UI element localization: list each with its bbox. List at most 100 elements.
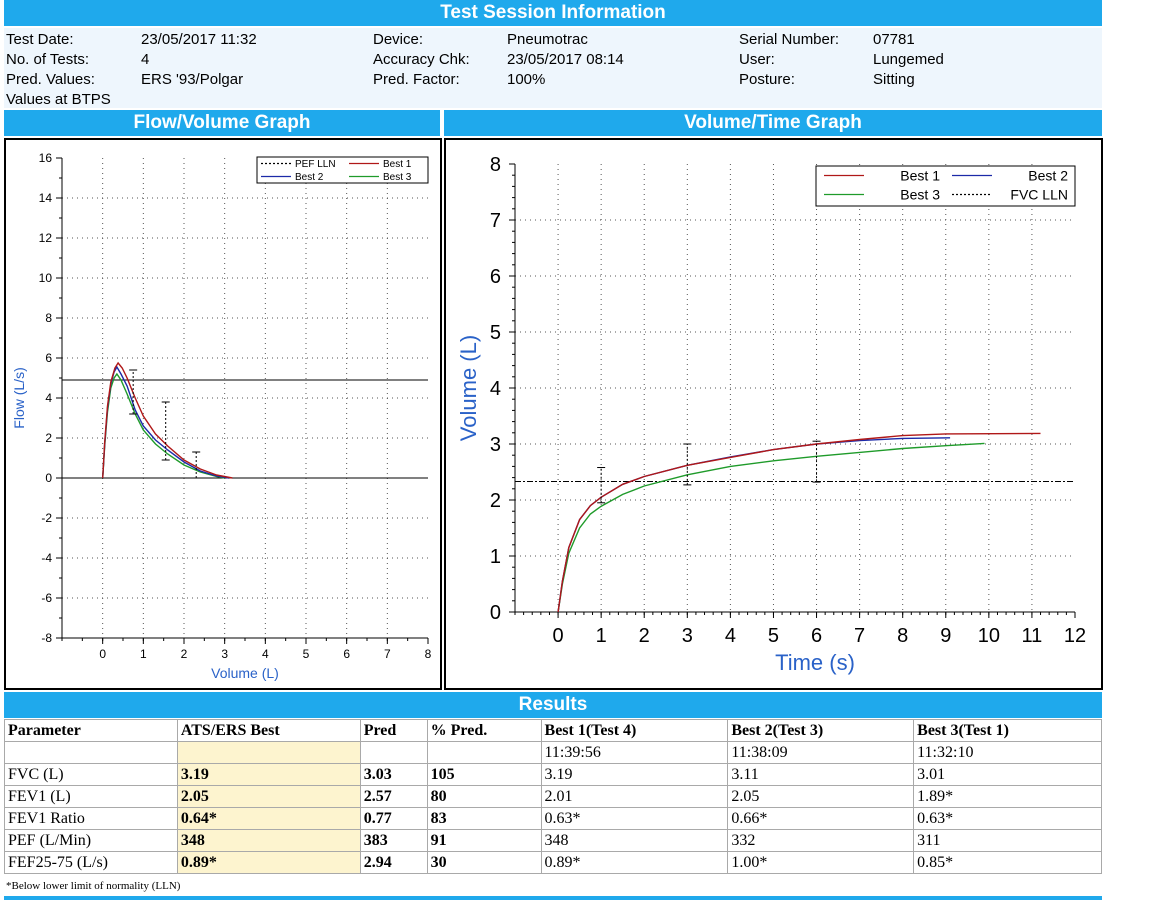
x-tick-label: 11 xyxy=(1022,625,1043,647)
accuracy-label: Accuracy Chk: xyxy=(373,51,470,68)
legend-label: FVC LLN xyxy=(1010,186,1068,202)
results-parameter-cell: FEV1 Ratio xyxy=(4,807,178,830)
y-tick-label: 16 xyxy=(39,151,53,165)
results-value-cell: 3.11 xyxy=(727,763,915,786)
results-row: FEF25-75 (L/s) 0.89* 2.94 30 0.89* 1.00* 0.85* xyxy=(4,851,1102,874)
results-value-cell: 3.03 xyxy=(359,763,428,786)
num-tests-label: No. of Tests: xyxy=(6,51,90,68)
results-column-header: Best 1(Test 4) xyxy=(540,719,729,742)
y-tick-label: -4 xyxy=(41,551,52,565)
results-value-cell: 0.77 xyxy=(359,807,428,830)
results-value-cell: 0.66* xyxy=(727,807,915,830)
results-column-header: Best 3(Test 1) xyxy=(913,719,1102,742)
x-axis-label: Volume (L) xyxy=(211,665,279,681)
legend-label: Best 3 xyxy=(900,186,940,202)
series-line-best-1 xyxy=(557,432,1041,613)
results-value-cell: 80 xyxy=(426,785,542,808)
results-value-cell: 348 xyxy=(176,829,361,852)
x-tick-label: 10 xyxy=(978,625,1000,647)
results-value-cell: 3.01 xyxy=(913,763,1102,786)
results-row: FEV1 Ratio 0.64* 0.77 83 0.63* 0.66* 0.63* xyxy=(4,807,1102,830)
session-info-panel: Test Date: 23/05/2017 11:32 No. of Tests… xyxy=(4,28,1102,108)
results-value-cell: 0.89* xyxy=(176,851,361,874)
results-value-cell: 3.19 xyxy=(540,763,729,786)
results-value-cell: 0.63* xyxy=(913,807,1102,830)
results-value-cell: 0.89* xyxy=(540,851,729,874)
btps-note: Values at BTPS xyxy=(6,91,111,108)
y-tick-label: 6 xyxy=(490,266,501,288)
results-value-cell: 30 xyxy=(426,851,542,874)
y-tick-label: -2 xyxy=(41,511,52,525)
results-time-cell xyxy=(176,741,361,764)
x-tick-label: 3 xyxy=(682,625,693,647)
legend-label: Best 1 xyxy=(900,167,940,183)
device-value: Pneumotrac xyxy=(507,31,588,48)
y-tick-label: 6 xyxy=(45,351,52,365)
x-tick-label: 6 xyxy=(343,647,350,661)
session-info-header: Test Session Information xyxy=(4,0,1102,26)
results-parameter-cell: FEF25-75 (L/s) xyxy=(4,851,178,874)
series-line-best-1 xyxy=(102,361,233,479)
user-label: User: xyxy=(739,51,775,68)
results-value-cell: 105 xyxy=(426,763,542,786)
results-time-row: 11:39:56 11:38:09 11:32:10 xyxy=(4,741,1102,764)
x-tick-label: 2 xyxy=(181,647,188,661)
y-tick-label: 2 xyxy=(45,431,52,445)
x-tick-label: 3 xyxy=(221,647,228,661)
results-table: Parameter ATS/ERS Best Pred% Pred. Best 1(T… xyxy=(4,719,1102,874)
vt-graph-title: Volume/Time Graph xyxy=(444,110,1102,136)
legend-label: PEF LLN xyxy=(295,159,336,170)
y-tick-label: 4 xyxy=(490,378,501,400)
pred-factor-label: Pred. Factor: xyxy=(373,71,460,88)
results-value-cell: 1.00* xyxy=(727,851,915,874)
results-value-cell: 1.89* xyxy=(913,785,1102,808)
serial-value: 07781 xyxy=(873,31,915,48)
y-axis-label: Volume (L) xyxy=(456,335,481,441)
results-column-header: Parameter xyxy=(4,719,178,742)
test-date-value: 23/05/2017 11:32 xyxy=(141,31,257,48)
user-value: Lungemed xyxy=(873,51,944,68)
x-tick-label: 4 xyxy=(262,647,269,661)
y-tick-label: 1 xyxy=(490,546,501,568)
x-tick-label: 0 xyxy=(99,647,106,661)
results-time-cell xyxy=(426,741,542,764)
x-tick-label: 4 xyxy=(725,625,736,647)
results-parameter-cell: FEV1 (L) xyxy=(4,785,178,808)
y-tick-label: 3 xyxy=(490,434,501,456)
results-time-cell xyxy=(4,741,178,764)
x-tick-label: 1 xyxy=(140,647,147,661)
fv-graph-title: Flow/Volume Graph xyxy=(4,110,440,136)
results-parameter-cell: FVC (L) xyxy=(4,763,178,786)
pred-factor-value: 100% xyxy=(507,71,546,88)
device-label: Device: xyxy=(373,31,424,48)
y-tick-label: 10 xyxy=(39,271,53,285)
x-tick-label: 8 xyxy=(425,647,432,661)
pred-values-label: Pred. Values: xyxy=(6,71,95,88)
results-column-header: ATS/ERS Best xyxy=(176,719,361,742)
results-header: Results xyxy=(4,692,1102,718)
bottom-rule xyxy=(4,896,1102,900)
results-row: PEF (L/Min) 348 383 91 348 332 311 xyxy=(4,829,1102,852)
x-tick-label: 2 xyxy=(639,625,650,647)
x-tick-label: 6 xyxy=(811,625,822,647)
legend-label: Best 1 xyxy=(383,159,412,170)
results-row: FEV1 (L) 2.05 2.57 80 2.01 2.05 1.89* xyxy=(4,785,1102,808)
results-value-cell: 332 xyxy=(727,829,915,852)
results-value-cell: 383 xyxy=(359,829,428,852)
legend-label: Best 2 xyxy=(1028,167,1068,183)
y-axis-label: Flow (L/s) xyxy=(11,367,27,428)
results-value-cell: 348 xyxy=(540,829,729,852)
results-value-cell: 311 xyxy=(913,829,1102,852)
vt-graph-panel: 0 1 2 3 4 5 6 7 8 9 10 11 12 0 1 2 3 4 5 6 7 8 Time (s) Volume … xyxy=(444,138,1103,690)
results-value-cell: 2.05 xyxy=(727,785,915,808)
x-tick-label: 5 xyxy=(303,647,310,661)
results-value-cell: 2.05 xyxy=(176,785,361,808)
posture-value: Sitting xyxy=(873,71,915,88)
series-line-best-3 xyxy=(557,442,985,613)
y-tick-label: 8 xyxy=(45,311,52,325)
results-value-cell: 91 xyxy=(426,829,542,852)
y-tick-label: -8 xyxy=(41,631,52,645)
results-value-cell: 3.19 xyxy=(176,763,361,786)
